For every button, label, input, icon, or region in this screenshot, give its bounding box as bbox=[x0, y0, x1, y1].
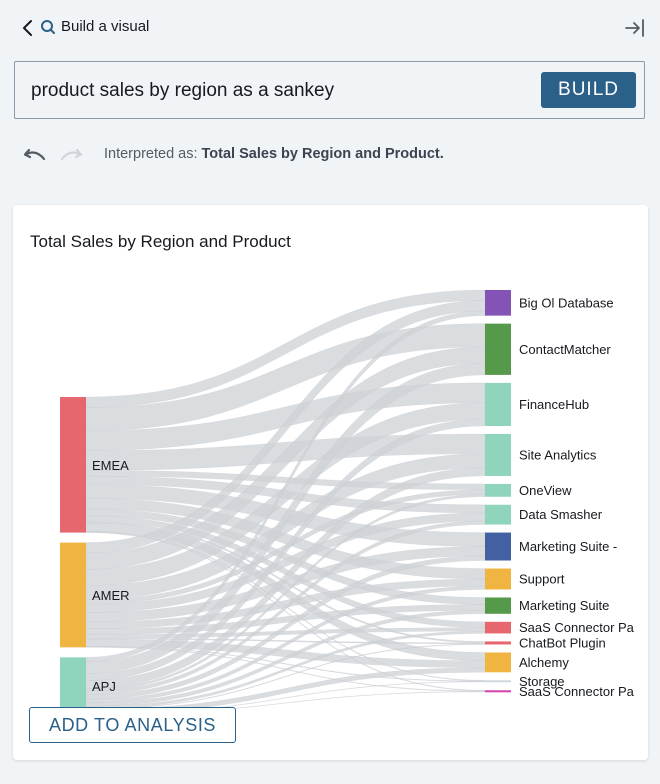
target-node[interactable] bbox=[485, 504, 511, 525]
source-node-emea[interactable] bbox=[60, 397, 86, 533]
target-node[interactable] bbox=[485, 690, 511, 693]
target-label: SaaS Connector Pa bbox=[519, 620, 635, 635]
query-box: BUILD bbox=[14, 61, 645, 119]
panel-title: Build a visual bbox=[61, 18, 150, 35]
query-input[interactable] bbox=[31, 78, 531, 104]
interpretation-text: Interpreted as: Total Sales by Region an… bbox=[104, 146, 444, 162]
add-to-analysis-button[interactable]: ADD TO ANALYSIS bbox=[29, 707, 236, 743]
sankey-link[interactable] bbox=[85, 362, 486, 674]
target-label: SaaS Connector Pa bbox=[519, 684, 635, 699]
interpretation-prefix: Interpreted as: bbox=[104, 146, 198, 162]
target-label: Marketing Suite bbox=[519, 598, 609, 613]
target-label: Big Ol Database bbox=[519, 295, 614, 310]
redo-icon bbox=[60, 148, 83, 161]
chart-title: Total Sales by Region and Product bbox=[30, 232, 291, 251]
target-node[interactable] bbox=[485, 290, 511, 316]
target-node[interactable] bbox=[485, 621, 511, 634]
target-node[interactable] bbox=[485, 641, 511, 645]
target-node[interactable] bbox=[485, 323, 511, 375]
target-node[interactable] bbox=[485, 680, 511, 683]
target-label: Data Smasher bbox=[519, 507, 603, 522]
collapse-panel-icon[interactable] bbox=[624, 17, 646, 39]
target-node[interactable] bbox=[485, 382, 511, 426]
interpretation-value: Total Sales by Region and Product. bbox=[201, 146, 444, 162]
source-node-apj[interactable] bbox=[60, 657, 86, 715]
build-button[interactable]: BUILD bbox=[541, 72, 636, 108]
target-label: ContactMatcher bbox=[519, 342, 611, 357]
target-label: Support bbox=[519, 572, 565, 587]
target-label: FinanceHub bbox=[519, 397, 589, 412]
panel-header: Build a visual bbox=[0, 0, 660, 56]
target-node[interactable] bbox=[485, 652, 511, 673]
source-label: APJ bbox=[92, 679, 116, 694]
visual-card: EMEA AMER APJ Big Ol Database ContactMatcher… bbox=[13, 205, 648, 760]
search-icon bbox=[41, 20, 55, 34]
target-label: Storage bbox=[519, 674, 565, 689]
target-node[interactable] bbox=[485, 433, 511, 476]
target-label: ChatBot Plugin bbox=[519, 635, 606, 650]
target-node[interactable] bbox=[485, 483, 511, 497]
target-label: Alchemy bbox=[519, 655, 569, 670]
source-node-amer[interactable] bbox=[60, 542, 86, 648]
undo-icon[interactable] bbox=[22, 144, 48, 168]
target-label: OneView bbox=[519, 483, 572, 498]
chevron-left-icon[interactable] bbox=[20, 18, 36, 38]
sankey-link[interactable] bbox=[85, 555, 486, 700]
target-node[interactable] bbox=[485, 568, 511, 590]
sankey-link[interactable] bbox=[85, 310, 486, 663]
source-label: EMEA bbox=[92, 458, 129, 473]
sankey-link[interactable] bbox=[85, 609, 486, 707]
source-label: AMER bbox=[92, 588, 130, 603]
target-node[interactable] bbox=[485, 532, 511, 561]
sankey-chart: EMEA AMER APJ Big Ol Database ContactMatcher… bbox=[60, 289, 635, 715]
sankey-links bbox=[85, 289, 486, 715]
target-node[interactable] bbox=[485, 597, 511, 614]
target-label: Marketing Suite - bbox=[519, 539, 617, 554]
target-label: Site Analytics bbox=[519, 447, 597, 462]
